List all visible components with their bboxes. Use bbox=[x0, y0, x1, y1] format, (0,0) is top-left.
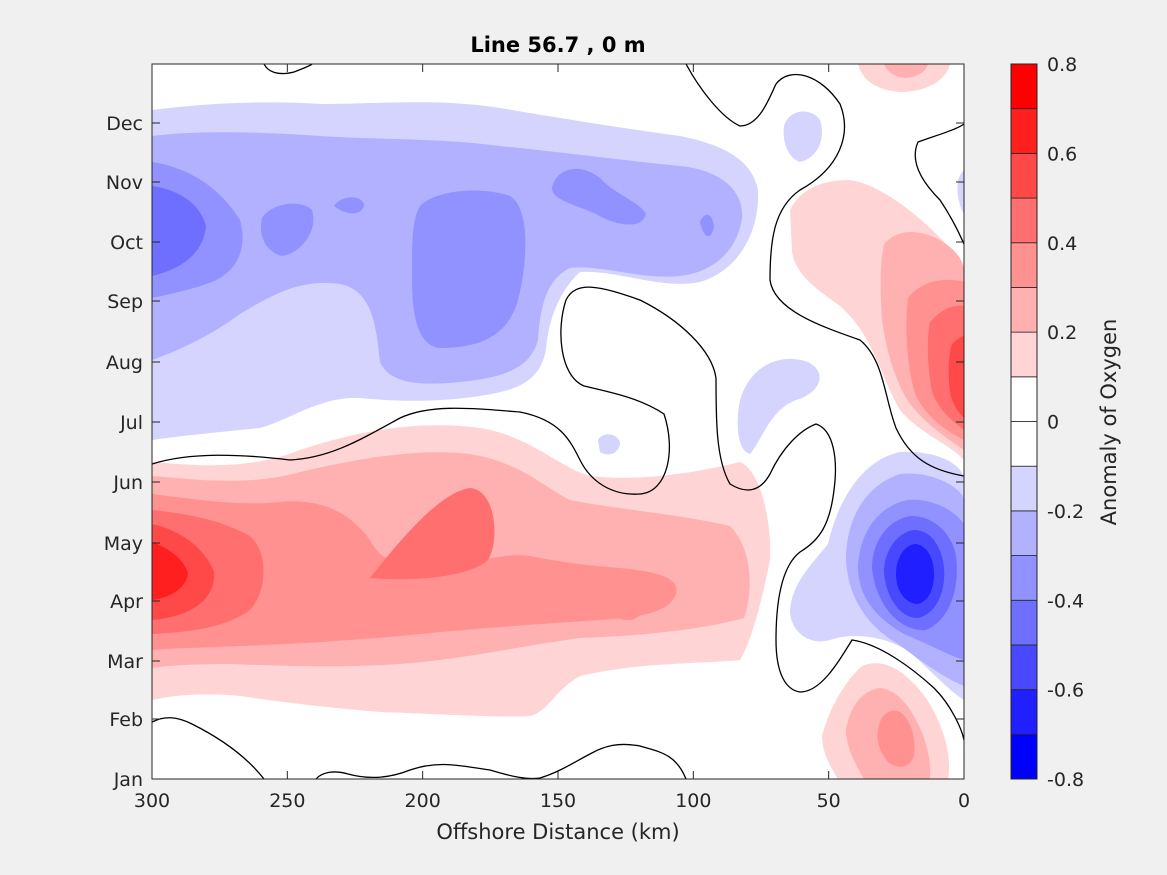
colorbar-swatch bbox=[1010, 465, 1038, 512]
y-tick-label: Aug bbox=[106, 352, 143, 374]
nearshore-spring-negative-level-6 bbox=[896, 544, 934, 604]
negative-anomaly-level-3b bbox=[412, 190, 526, 348]
y-tick-label: Apr bbox=[110, 591, 143, 613]
x-axis-ticks: 300 250 200 150 100 50 0 bbox=[134, 64, 970, 812]
colorbar-swatch bbox=[1010, 152, 1038, 199]
colorbar-swatch bbox=[1010, 197, 1038, 244]
colorbar-swatch bbox=[1010, 510, 1038, 556]
y-tick-label: Dec bbox=[106, 113, 143, 135]
negative-anomaly-level-4 bbox=[152, 186, 206, 276]
colorbar-swatch bbox=[1010, 331, 1038, 378]
colorbar-tick-label: -0.4 bbox=[1047, 590, 1084, 612]
colorbar-tick-label: 0.2 bbox=[1047, 322, 1077, 344]
x-tick-label: 250 bbox=[269, 790, 305, 812]
colorbar-tick-label: 0.4 bbox=[1047, 233, 1077, 255]
nearshore-winter-positive-level-3 bbox=[877, 710, 915, 767]
colorbar: 0.8 0.6 0.4 0.2 0 -0.2 -0.4 -0.6 -0.8 bbox=[1010, 54, 1084, 791]
zero-contour-lines bbox=[152, 64, 964, 779]
y-tick-label: Feb bbox=[109, 709, 143, 731]
nearshore-summer-positive-level-5 bbox=[948, 336, 964, 418]
colorbar-label: Anomaly of Oxygen bbox=[1097, 319, 1121, 526]
colorbar-swatch bbox=[1010, 689, 1038, 735]
positive-anomaly-level-6 bbox=[152, 542, 188, 600]
colorbar-swatch bbox=[1010, 599, 1038, 646]
nearshore-negative-nov bbox=[783, 111, 822, 162]
nearshore-dec-positive-2 bbox=[884, 64, 928, 78]
zero-contour-top bbox=[263, 64, 313, 75]
colorbar-swatch bbox=[1010, 376, 1038, 422]
colorbar-swatch bbox=[1010, 242, 1038, 288]
negative-anomaly-level-3f bbox=[700, 214, 714, 237]
x-tick-label: 0 bbox=[958, 790, 970, 812]
colorbar-swatch bbox=[1010, 287, 1038, 333]
zero-contour-bottom-2 bbox=[315, 743, 687, 779]
negative-anomaly-level-3e bbox=[552, 168, 646, 225]
nearshore-negative-nov-2 bbox=[957, 170, 964, 214]
zero-contour-right-edge bbox=[914, 123, 964, 245]
y-tick-label: Sep bbox=[107, 291, 143, 313]
colorbar-tick-label: -0.2 bbox=[1047, 501, 1084, 523]
y-tick-label: Jul bbox=[119, 412, 143, 434]
y-tick-label: Jan bbox=[113, 769, 143, 791]
colorbar-swatch bbox=[1010, 733, 1038, 780]
x-tick-label: 150 bbox=[540, 790, 576, 812]
colorbar-frame bbox=[1010, 63, 1038, 780]
negative-anomaly-small-blob bbox=[598, 434, 620, 455]
x-tick-label: 200 bbox=[405, 790, 441, 812]
negative-anomaly-level-3c bbox=[260, 203, 314, 256]
y-tick-label: May bbox=[104, 533, 143, 555]
zero-contour-bottom bbox=[152, 717, 265, 779]
zero-contour-top-right bbox=[685, 64, 964, 477]
colorbar-tick-label: 0.6 bbox=[1047, 143, 1077, 165]
zero-contour-upper-band bbox=[152, 286, 964, 741]
chart-title: Line 56.7 , 0 m bbox=[470, 33, 645, 57]
x-axis-label: Offshore Distance (km) bbox=[436, 820, 679, 844]
x-tick-label: 300 bbox=[134, 790, 170, 812]
colorbar-swatch bbox=[1010, 644, 1038, 691]
x-tick-label: 100 bbox=[675, 790, 711, 812]
colorbar-tick-label: -0.8 bbox=[1047, 769, 1084, 791]
y-tick-label: Jun bbox=[112, 472, 143, 494]
colorbar-swatch bbox=[1010, 421, 1038, 467]
x-tick-label: 50 bbox=[817, 790, 841, 812]
filled-contours bbox=[152, 64, 964, 779]
colorbar-tick-label: -0.6 bbox=[1047, 680, 1084, 702]
y-tick-label: Mar bbox=[107, 651, 143, 673]
positive-anomaly-level-4c bbox=[592, 569, 652, 621]
colorbar-tick-label: 0 bbox=[1047, 412, 1059, 434]
y-tick-label: Oct bbox=[110, 232, 143, 254]
colorbar-swatch bbox=[1010, 555, 1038, 601]
colorbar-swatch bbox=[1010, 63, 1038, 110]
negative-anomaly-level-3d bbox=[334, 197, 364, 214]
nearshore-negative-jul bbox=[737, 358, 820, 454]
y-axis-ticks: Jan Feb Mar Apr May Jun Jul Aug Sep Oct Nov Dec bbox=[104, 113, 964, 791]
colorbar-tick-label: 0.8 bbox=[1047, 54, 1077, 76]
colorbar-swatch bbox=[1010, 108, 1038, 154]
positive-anomaly-level-4b bbox=[370, 488, 495, 580]
y-tick-label: Nov bbox=[106, 172, 143, 194]
